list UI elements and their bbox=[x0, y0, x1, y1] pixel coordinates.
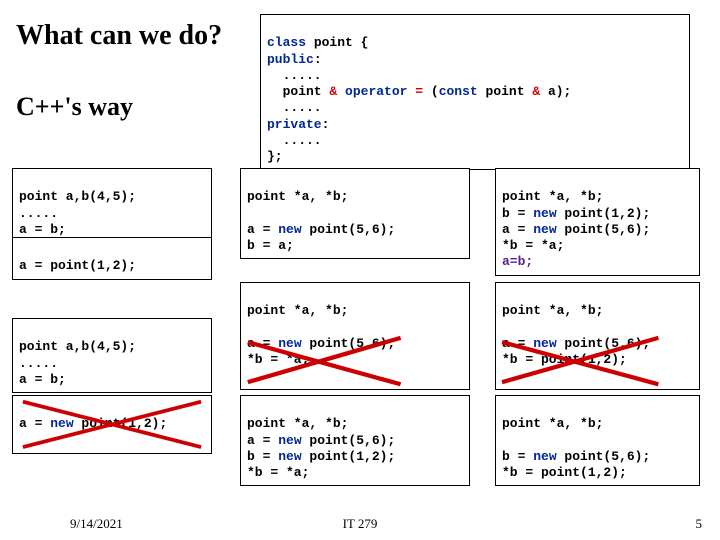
heading-sub: C++'s way bbox=[16, 92, 133, 122]
heading-main: What can we do? bbox=[16, 20, 222, 52]
code-right-1: point *a, *b; b = new point(1,2); a = ne… bbox=[495, 168, 700, 276]
code-right-2: point *a, *b; a = new point(5,6); *b = p… bbox=[495, 282, 700, 390]
code-right-3: point *a, *b; b = new point(5,6); *b = p… bbox=[495, 395, 700, 486]
code-mid-2: point *a, *b; a = new point(5,6); *b = *… bbox=[240, 282, 470, 390]
code-left-3: point a,b(4,5); ..... a = b; bbox=[12, 318, 212, 393]
cross-icon bbox=[496, 283, 699, 389]
cross-icon bbox=[13, 396, 211, 453]
code-mid-3: point *a, *b; a = new point(5,6); b = ne… bbox=[240, 395, 470, 486]
code-left-2: a = point(1,2); bbox=[12, 237, 212, 280]
footer-page: 5 bbox=[696, 516, 703, 532]
code-class-def: class point { public: ..... point & oper… bbox=[260, 14, 690, 170]
footer-course: IT 279 bbox=[343, 516, 378, 532]
code-left-4: a = new point(1,2); bbox=[12, 395, 212, 454]
code-mid-1: point *a, *b; a = new point(5,6); b = a; bbox=[240, 168, 470, 259]
footer-date: 9/14/2021 bbox=[70, 516, 123, 532]
code-left-1: point a,b(4,5); ..... a = b; bbox=[12, 168, 212, 243]
cross-icon bbox=[241, 283, 469, 389]
